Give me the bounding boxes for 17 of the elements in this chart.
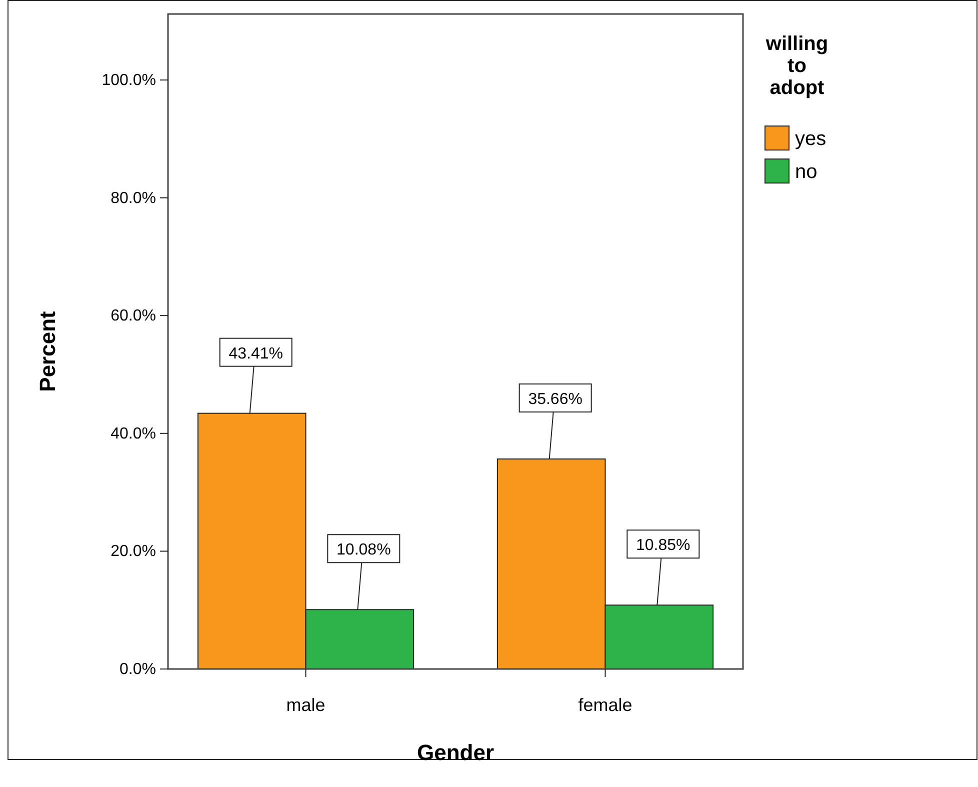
x-axis-title: Gender: [416, 740, 494, 765]
y-tick-label: 100.0%: [102, 72, 156, 89]
x-tick-label: male: [286, 695, 326, 715]
y-axis-title: Percent: [35, 310, 60, 392]
y-tick-label: 0.0%: [120, 661, 156, 678]
data-label: 10.08%: [336, 542, 391, 559]
legend-label: no: [795, 161, 818, 183]
legend-label: yes: [795, 128, 826, 150]
legend-title: willing to adopt: [764, 33, 828, 99]
x-tick-label: female: [578, 695, 632, 715]
y-tick-label: 80.0%: [110, 190, 156, 207]
y-tick-label: 40.0%: [110, 425, 156, 442]
y-tick-label: 60.0%: [110, 308, 156, 325]
data-label: 10.85%: [636, 537, 690, 554]
y-tick-label: 20.0%: [110, 543, 156, 560]
data-label: 35.66%: [528, 390, 582, 408]
data-label: 43.41%: [228, 345, 283, 362]
